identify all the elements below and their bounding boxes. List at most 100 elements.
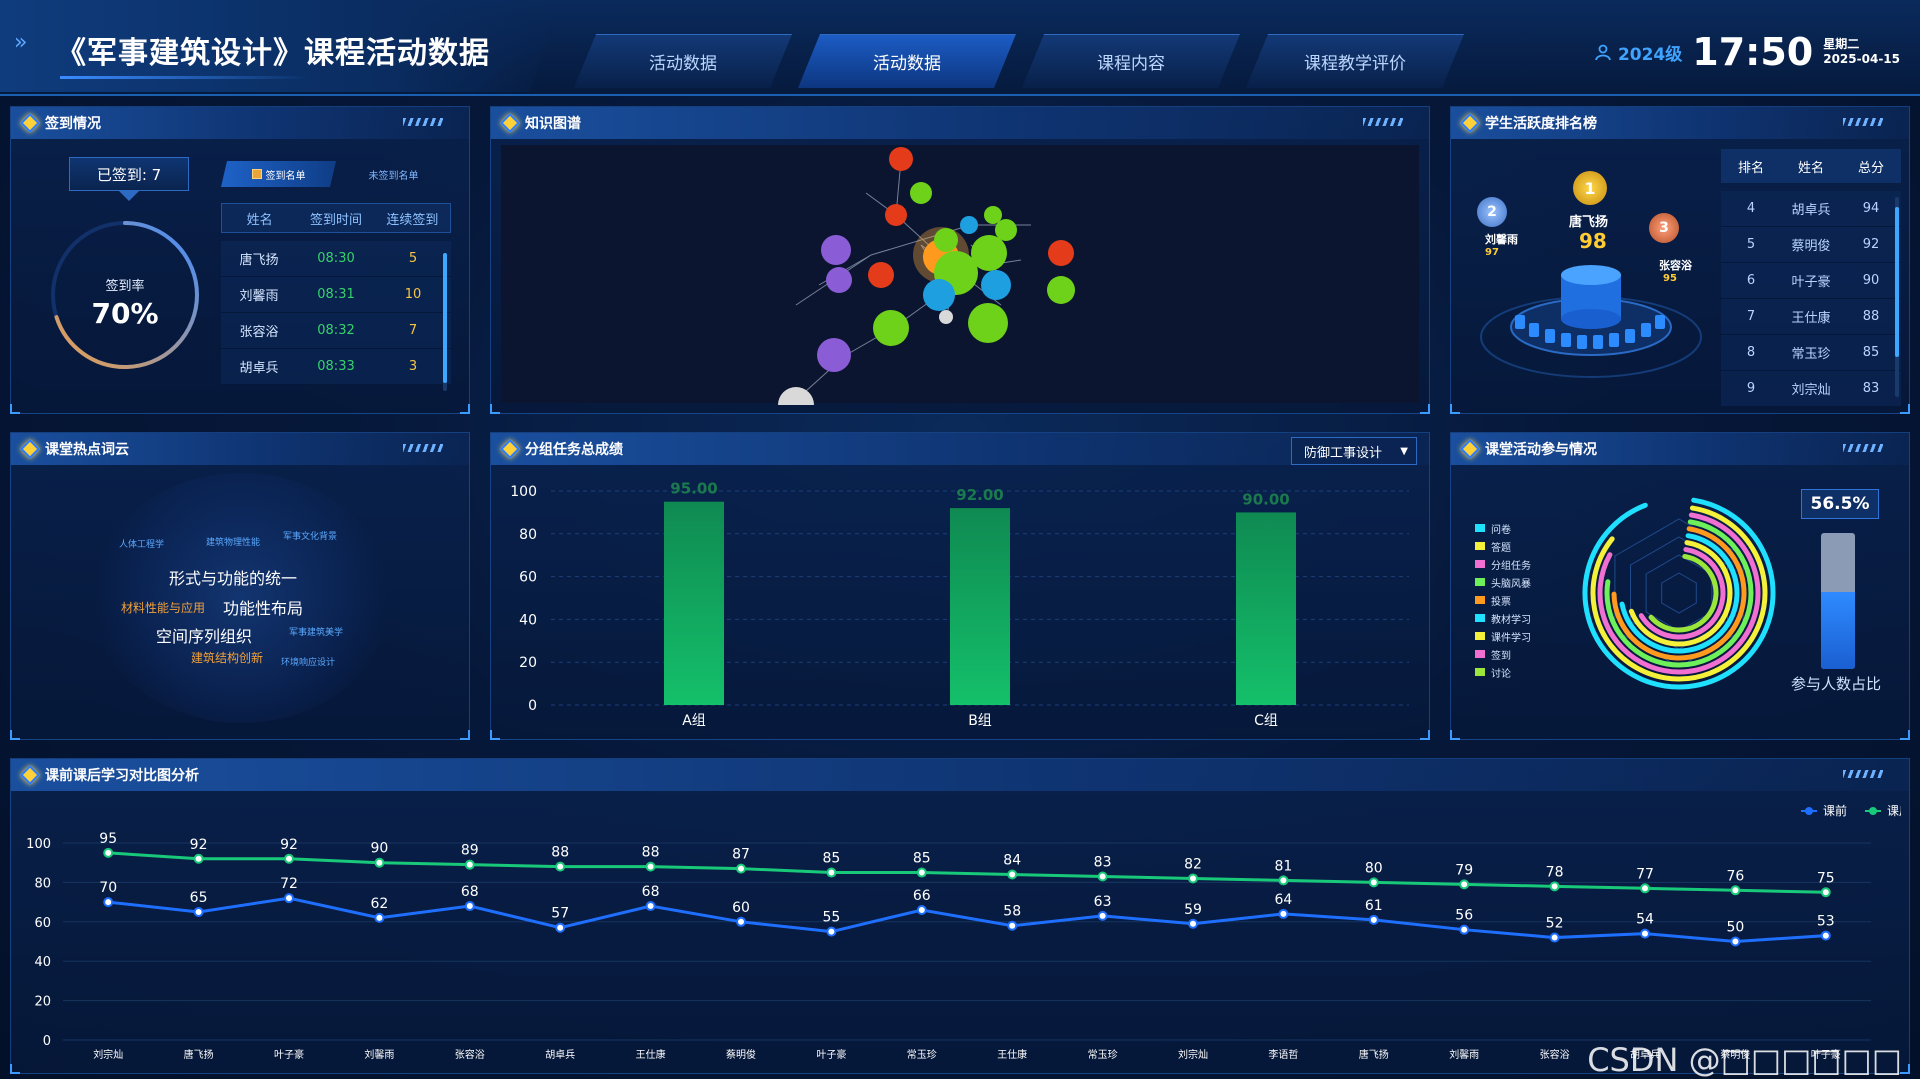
data-point[interactable]	[1188, 918, 1198, 929]
legend-item[interactable]: 课件学习	[1475, 627, 1531, 645]
data-point[interactable]	[1820, 887, 1831, 898]
table-row[interactable]: 4 胡卓兵 94	[1721, 191, 1901, 227]
x-tick-label: 蔡明俊	[726, 1048, 756, 1061]
legend-item[interactable]: 教材学习	[1475, 609, 1531, 627]
table-row[interactable]: 7 王仕康 88	[1721, 299, 1901, 335]
table-row[interactable]: 8 常玉珍 85	[1721, 335, 1901, 371]
legend-item[interactable]: 讨论	[1475, 663, 1531, 681]
data-point[interactable]	[1097, 871, 1108, 882]
radial-bar[interactable]	[1582, 497, 1776, 690]
knowledge-graph[interactable]	[501, 145, 1421, 423]
legend-label[interactable]: 课后	[1887, 804, 1901, 818]
data-point[interactable]	[645, 861, 656, 872]
signin-scrollbar[interactable]	[443, 253, 447, 391]
radial-bar[interactable]	[1628, 540, 1733, 647]
legend-item[interactable]: 投票	[1475, 591, 1531, 609]
legend-item[interactable]: 分组任务	[1475, 555, 1531, 573]
legend-label[interactable]: 课前	[1823, 803, 1847, 818]
data-point[interactable]	[645, 901, 656, 912]
bar[interactable]	[664, 501, 724, 705]
table-row[interactable]: 6 叶子豪 90	[1721, 263, 1901, 299]
data-point[interactable]	[916, 904, 927, 915]
bar[interactable]	[950, 508, 1010, 705]
data-point[interactable]	[1368, 877, 1379, 888]
data-point[interactable]	[284, 893, 294, 904]
radial-bar[interactable]	[1604, 519, 1754, 668]
data-point[interactable]	[1820, 930, 1831, 941]
ranking-scrollbar[interactable]	[1895, 197, 1899, 397]
knowledge-graph-canvas[interactable]	[501, 145, 1421, 423]
grade-indicator[interactable]: 2024级	[1594, 40, 1682, 65]
scroll-thumb[interactable]	[443, 253, 447, 383]
data-point[interactable]	[374, 912, 385, 923]
data-point[interactable]	[1549, 932, 1560, 943]
data-point[interactable]	[826, 867, 837, 878]
legend-item[interactable]: 问卷	[1475, 519, 1531, 537]
data-point[interactable]	[1459, 924, 1470, 935]
table-row[interactable]: 刘馨雨 08:31 10	[221, 277, 451, 313]
radial-bar[interactable]	[1590, 505, 1768, 682]
data-point[interactable]	[193, 906, 204, 917]
bar-value-label: 92.00	[956, 486, 1003, 504]
data-point[interactable]	[736, 863, 746, 874]
stripes-decoration	[403, 444, 443, 452]
tab-signed-list[interactable]: 签到名单	[221, 161, 336, 187]
data-point[interactable]	[1278, 875, 1289, 886]
data-point[interactable]	[103, 847, 114, 858]
data-point[interactable]	[826, 926, 837, 937]
legend-swatch	[1475, 578, 1485, 586]
data-point[interactable]	[1730, 936, 1741, 947]
legend-item[interactable]: 答题	[1475, 537, 1531, 555]
data-label: 62	[370, 896, 388, 912]
data-point[interactable]	[464, 859, 475, 870]
data-point[interactable]	[464, 901, 475, 912]
task-select-dropdown[interactable]: 防御工事设计 ▼	[1291, 437, 1417, 465]
data-label: 75	[1817, 870, 1835, 886]
data-point[interactable]	[1278, 908, 1289, 919]
group-scores-panel: 分组任务总成绩 防御工事设计 ▼ 0 20 40 60 80 100 95.00 A组 92.0…	[490, 432, 1430, 740]
data-point[interactable]	[1549, 881, 1560, 892]
data-point[interactable]	[1368, 914, 1379, 925]
data-point[interactable]	[916, 867, 927, 878]
cell-streak: 10	[404, 287, 422, 302]
data-point[interactable]	[1097, 910, 1108, 921]
table-row[interactable]: 唐飞扬 08:30 5	[221, 241, 451, 277]
data-point[interactable]	[103, 897, 114, 908]
tab-course-evaluation[interactable]: 课程教学评价	[1246, 34, 1464, 88]
y-tick-label: 0	[528, 698, 537, 714]
radial-bar[interactable]	[1611, 526, 1747, 661]
tab-course-content[interactable]: 课程内容	[1022, 34, 1240, 88]
table-row[interactable]: 9 刘宗灿 83	[1721, 371, 1901, 407]
data-point[interactable]	[1007, 869, 1018, 880]
data-point[interactable]	[736, 916, 746, 927]
diamond-icon	[20, 113, 40, 133]
scroll-thumb[interactable]	[1895, 207, 1899, 357]
radial-bar[interactable]	[1597, 512, 1761, 675]
data-point[interactable]	[1007, 920, 1018, 931]
data-point[interactable]	[555, 861, 566, 872]
table-row[interactable]: 5 蔡明俊 92	[1721, 227, 1901, 263]
data-point[interactable]	[555, 922, 566, 933]
legend-item[interactable]: 头脑风暴	[1475, 573, 1531, 591]
podium-score-1: 98	[1579, 229, 1607, 253]
radial-bar[interactable]	[1619, 533, 1740, 654]
data-point[interactable]	[1640, 928, 1650, 939]
cell-score: 88	[1862, 309, 1880, 324]
data-point[interactable]	[1640, 883, 1650, 894]
data-point[interactable]	[284, 853, 294, 864]
tab-activity-data-2[interactable]: 活动数据	[798, 34, 1016, 88]
data-point[interactable]	[193, 853, 204, 864]
tab-activity-data-1[interactable]: 活动数据	[574, 34, 792, 88]
data-point[interactable]	[374, 857, 385, 868]
legend-item[interactable]: 签到	[1475, 645, 1531, 663]
data-point[interactable]	[1188, 873, 1198, 884]
table-row[interactable]: 胡卓兵 08:33 3	[221, 349, 451, 385]
data-point[interactable]	[1730, 885, 1741, 896]
bar[interactable]	[1236, 512, 1296, 705]
radial-bar[interactable]	[1638, 547, 1726, 640]
table-row[interactable]: 张容浴 08:32 7	[221, 313, 451, 349]
radial-bar[interactable]	[1648, 553, 1719, 633]
data-point[interactable]	[1459, 879, 1470, 890]
tab-unsigned-list[interactable]: 未签到名单	[336, 161, 451, 187]
y-tick-label: 0	[43, 1034, 51, 1049]
